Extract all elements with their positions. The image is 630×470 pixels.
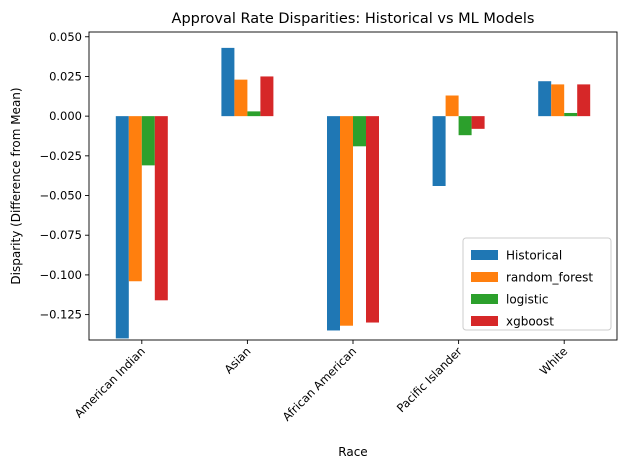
bar-historical-white — [538, 81, 552, 117]
y-tick-label: 0.050 — [49, 30, 82, 44]
bar-historical-pacific-islander — [432, 116, 446, 186]
bar-random-forest-african-american — [340, 116, 353, 326]
x-tick-label: White — [537, 344, 571, 378]
bar-historical-american-indian — [115, 116, 129, 339]
bar-random-forest-asian — [234, 79, 248, 117]
y-tick-label: 0.025 — [49, 69, 82, 83]
bar-random-forest-pacific-islander — [445, 95, 459, 117]
y-tick-label: −0.050 — [39, 189, 82, 203]
bar-logistic-asian — [247, 111, 261, 117]
legend-swatch-xgboost — [471, 316, 498, 326]
bar-xgboost-asian — [260, 76, 274, 117]
legend-label-xgboost: xgboost — [506, 315, 554, 329]
legend: Historical random_forest logistic xgboost — [462, 237, 612, 331]
x-tick-label: African American — [280, 344, 360, 424]
y-tick-label: −0.100 — [39, 268, 82, 282]
bar-logistic-pacific-islander — [458, 116, 472, 136]
x-tick-label: American Indian — [72, 344, 148, 420]
y-tick-label: 0.000 — [49, 109, 82, 123]
bar-xgboost-white — [577, 84, 591, 117]
bar-random-forest-american-indian — [128, 116, 142, 282]
bar-historical-asian — [221, 47, 235, 117]
x-tick-label: Asian — [221, 344, 253, 376]
y-tick-label: −0.125 — [39, 308, 82, 322]
bar-logistic-african-american — [353, 116, 366, 147]
x-axis-label: Race — [338, 445, 367, 459]
bar-random-forest-white — [551, 84, 565, 117]
bar-logistic-white — [564, 112, 578, 117]
legend-label-logistic: logistic — [506, 293, 549, 307]
legend-label-historical: Historical — [506, 249, 562, 263]
chart-title: Approval Rate Disparities: Historical vs… — [172, 11, 535, 27]
bar-xgboost-american-indian — [154, 116, 168, 301]
legend-swatch-logistic — [471, 294, 498, 304]
y-tick-label: −0.075 — [39, 228, 82, 242]
legend-swatch-random-forest — [471, 272, 498, 282]
y-tick-label: −0.025 — [39, 149, 82, 163]
bar-logistic-american-indian — [141, 116, 155, 166]
plot-area: −0.125 −0.100 −0.075 −0.050 −0.025 0.000 0.025… — [39, 30, 618, 424]
bar-xgboost-pacific-islander — [471, 116, 485, 129]
bar-historical-african-american — [327, 116, 340, 331]
x-tick-label: Pacific Islander — [394, 344, 465, 415]
legend-box — [462, 237, 612, 331]
bar-xgboost-african-american — [366, 116, 379, 323]
legend-swatch-historical — [471, 250, 498, 260]
legend-label-random-forest: random_forest — [506, 271, 593, 285]
y-axis-label: Disparity (Difference from Mean) — [9, 87, 23, 284]
